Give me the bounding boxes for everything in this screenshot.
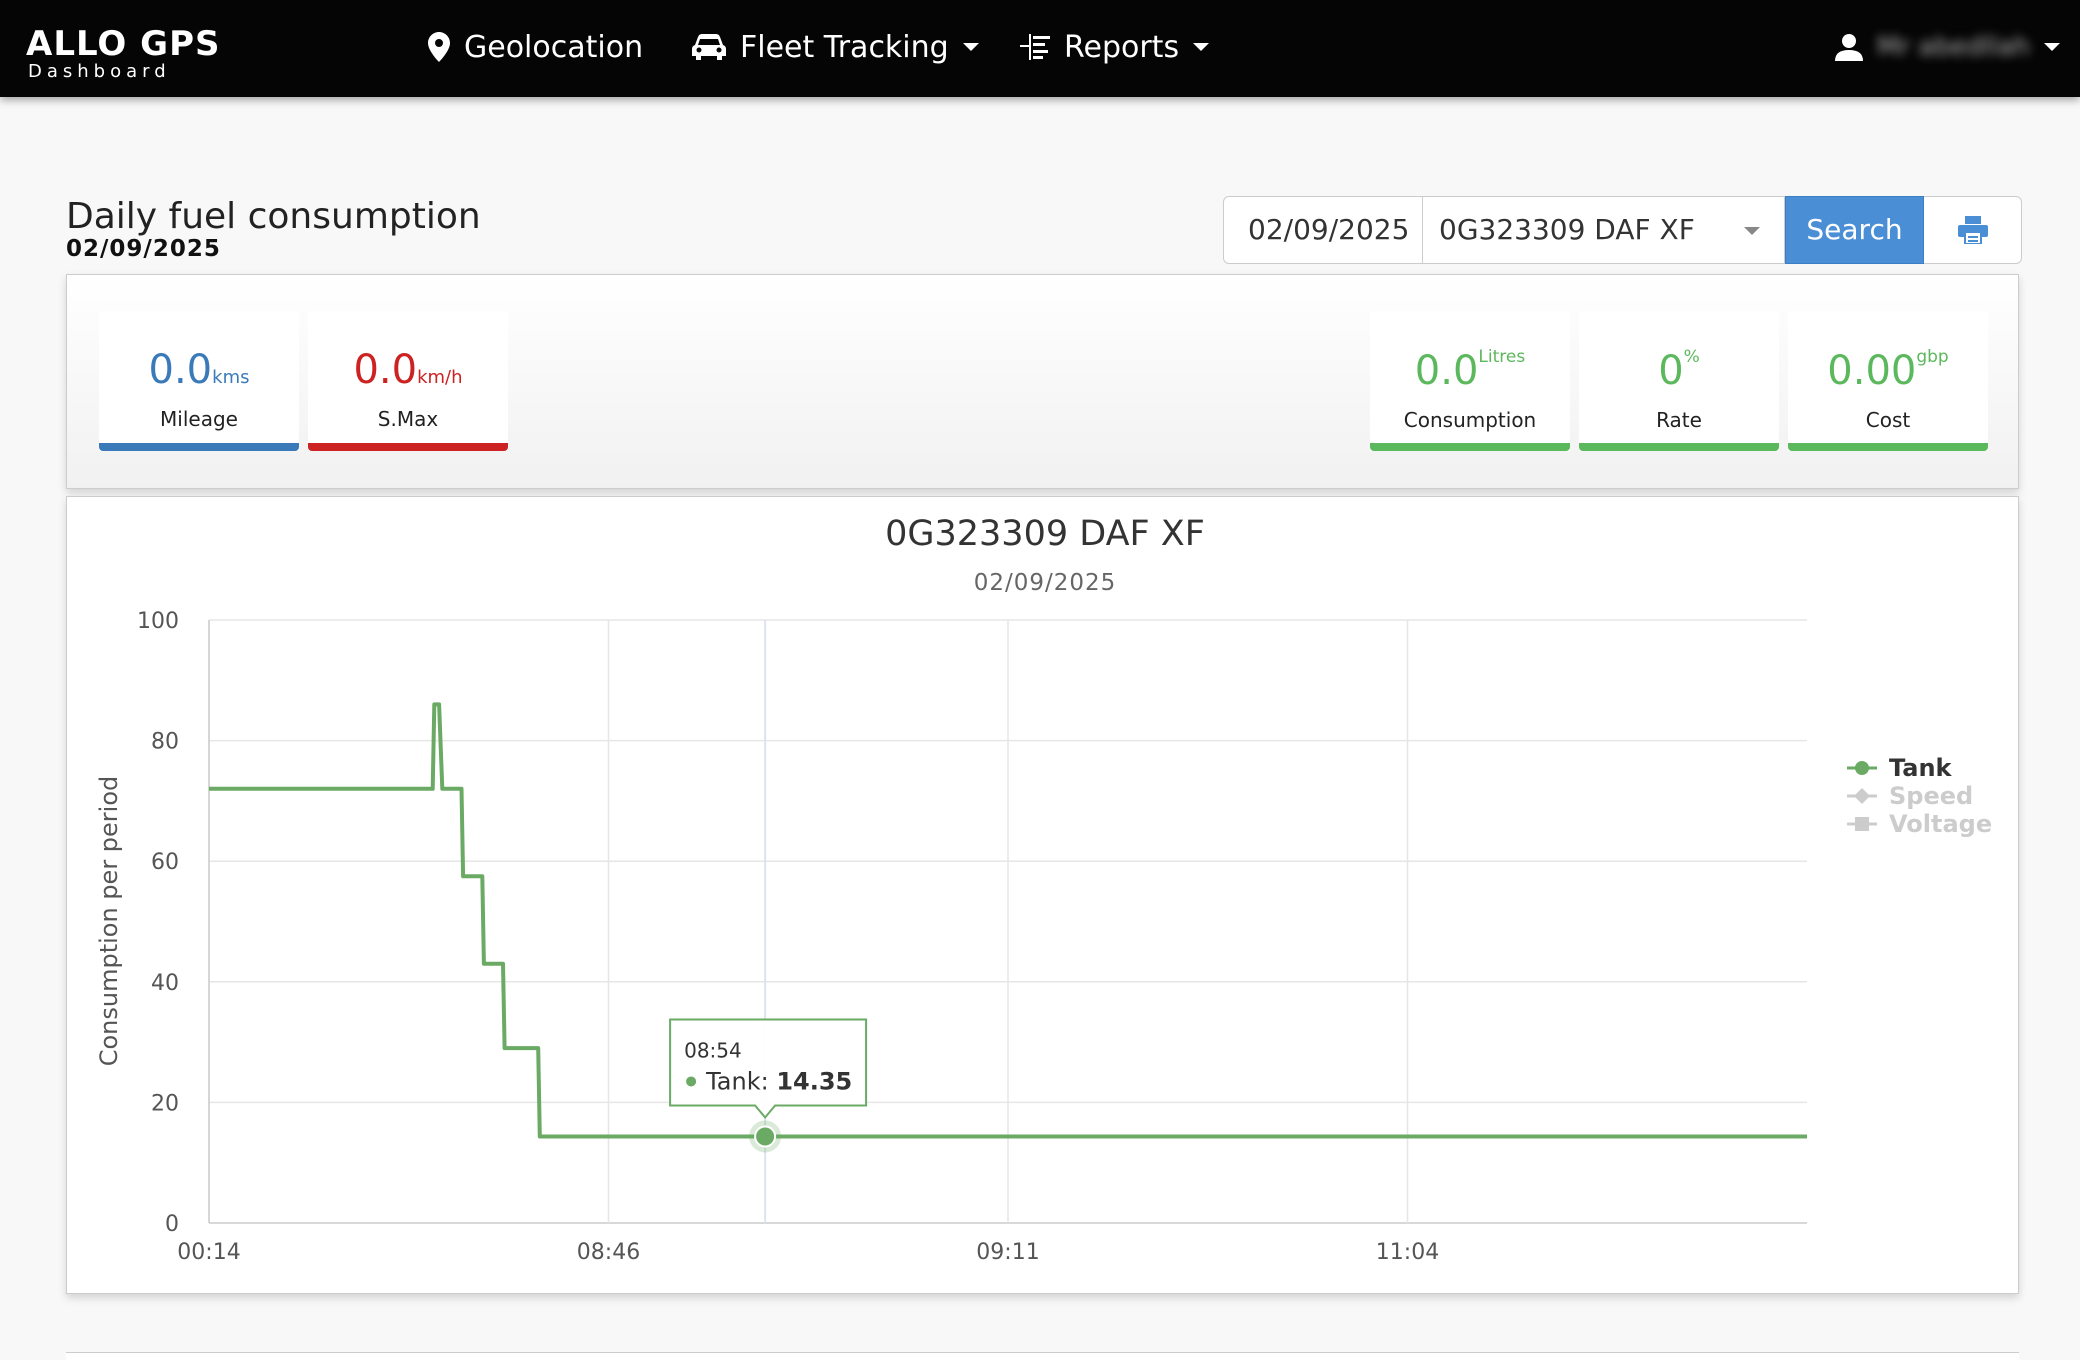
stat-mileage-bar (99, 443, 299, 451)
page-date: 02/09/2025 (66, 236, 221, 262)
hover-point (754, 1125, 777, 1148)
nav-fleet-tracking[interactable]: Fleet Tracking (692, 22, 979, 72)
nav-reports[interactable]: Reports (1020, 22, 1210, 72)
stat-rate-label: Rate (1656, 408, 1702, 432)
stat-mileage-value: 0.0 (148, 347, 213, 393)
stat-cost-label: Cost (1865, 408, 1911, 432)
stat-consumption: 0.0Litres Consumption (1370, 311, 1570, 451)
stat-cost: 0.00gbp Cost (1788, 311, 1988, 451)
car-icon (692, 34, 726, 60)
tooltip-value: Tank: 14.35 (705, 1067, 852, 1095)
legend-marker-speed (1854, 788, 1870, 804)
y-tick-label: 40 (151, 971, 179, 996)
vehicle-select-value: 0G323309 DAF XF (1439, 213, 1695, 246)
y-tick-label: 100 (137, 609, 179, 634)
toolbar: 02/09/2025 0G323309 DAF XF Search (1223, 196, 2022, 264)
stat-rate-value-wrap: 0% (1579, 347, 1779, 394)
legend-label-speed: Speed (1889, 782, 1973, 810)
user-name: Mr abedllah (1876, 32, 2030, 62)
stat-rate: 0% Rate (1579, 311, 1779, 451)
stat-rate-unit: % (1683, 347, 1700, 367)
user-icon (1834, 34, 1863, 61)
chart-tooltip: 08:54 Tank: 14.35 (669, 620, 868, 1223)
tooltip-time: 08:54 (684, 1038, 742, 1062)
chart-panel: 0G323309 DAF XF 02/09/2025 Consumption p… (66, 496, 2019, 1294)
stat-smax: 0.0km/h S.Max (308, 311, 508, 451)
legend-label-voltage: Voltage (1889, 810, 1992, 838)
user-menu[interactable]: Mr abedllah (1834, 22, 2060, 72)
stat-smax-bar (308, 443, 508, 451)
stat-smax-value: 0.0 (353, 347, 418, 393)
legend-marker-voltage (1855, 817, 1869, 831)
y-tick-label: 60 (151, 850, 179, 875)
chart-subtitle: 02/09/2025 (974, 570, 1117, 596)
stat-smax-unit: km/h (417, 367, 463, 388)
nav-reports-label: Reports (1064, 29, 1180, 65)
fuel-chart: 0G323309 DAF XF 02/09/2025 Consumption p… (95, 514, 1992, 1265)
date-input[interactable]: 02/09/2025 (1223, 196, 1423, 264)
stat-mileage-value-wrap: 0.0kms (99, 347, 299, 393)
y-tick-label: 80 (151, 730, 179, 755)
vehicle-select[interactable]: 0G323309 DAF XF (1423, 196, 1785, 264)
brand-subtitle: Dashboard (28, 61, 171, 82)
tooltip-box (669, 1018, 868, 1120)
nav-fleet-tracking-label: Fleet Tracking (740, 29, 949, 65)
chevron-down-icon (962, 43, 979, 51)
chart-grid (208, 619, 1807, 1224)
print-button[interactable] (1924, 196, 2022, 264)
y-tick-label: 0 (165, 1212, 179, 1237)
brand-logo[interactable]: ALLO GPS Dashboard (26, 26, 221, 82)
legend-label-tank: Tank (1889, 754, 1953, 782)
stat-consumption-label: Consumption (1403, 408, 1537, 432)
stat-consumption-value-wrap: 0.0Litres (1370, 347, 1570, 394)
stat-smax-label: S.Max (377, 407, 439, 431)
stat-mileage: 0.0kms Mileage (99, 311, 299, 451)
navbar: ALLO GPS Dashboard Geolocation Fleet Tra… (0, 0, 2080, 97)
page-title: Daily fuel consumption (66, 196, 481, 237)
chart-series (209, 702, 1807, 1139)
y-axis-ticks: 0 20 40 60 80 100 (137, 609, 179, 1237)
stat-cost-value: 0.00 (1827, 348, 1917, 394)
stat-mileage-label: Mileage (160, 407, 238, 431)
stat-smax-value-wrap: 0.0km/h (308, 347, 508, 393)
stat-cost-bar (1788, 443, 1988, 451)
x-tick-label: 00:14 (177, 1240, 240, 1265)
chevron-down-icon (1744, 227, 1760, 235)
stat-consumption-unit: Litres (1478, 347, 1526, 367)
x-tick-label: 11:04 (1376, 1240, 1439, 1265)
reports-icon (1020, 34, 1050, 60)
x-tick-label: 09:11 (976, 1240, 1039, 1265)
legend-marker-tank (1855, 761, 1869, 775)
stat-consumption-value: 0.0 (1414, 348, 1479, 394)
print-icon (1957, 216, 1988, 244)
tooltip-bullet (686, 1076, 697, 1087)
nav-geolocation[interactable]: Geolocation (428, 22, 643, 72)
brand-title: ALLO GPS (26, 24, 221, 64)
map-pin-icon (428, 32, 450, 62)
stat-cost-unit: gbp (1916, 347, 1949, 367)
stat-rate-bar (1579, 443, 1779, 451)
x-tick-label: 08:46 (577, 1240, 640, 1265)
series-line-tank (209, 702, 1807, 1139)
stat-rate-value: 0 (1658, 348, 1684, 394)
chevron-down-icon (2044, 43, 2060, 51)
stat-mileage-unit: kms (212, 367, 250, 388)
y-axis-label: Consumption per period (95, 776, 123, 1067)
stat-consumption-bar (1370, 443, 1570, 451)
search-button[interactable]: Search (1785, 196, 1924, 264)
y-tick-label: 20 (151, 1091, 179, 1116)
next-panel-edge (66, 1352, 2019, 1360)
nav-geolocation-label: Geolocation (464, 29, 644, 65)
x-axis-ticks: 00:14 08:46 09:11 11:04 (177, 1240, 1439, 1265)
stats-panel: 0.0kms Mileage 0.0km/h S.Max 0.0Litres C… (66, 274, 2019, 489)
stat-cost-value-wrap: 0.00gbp (1788, 347, 1988, 394)
chevron-down-icon (1193, 43, 1210, 51)
chart-title: 0G323309 DAF XF (885, 514, 1205, 554)
